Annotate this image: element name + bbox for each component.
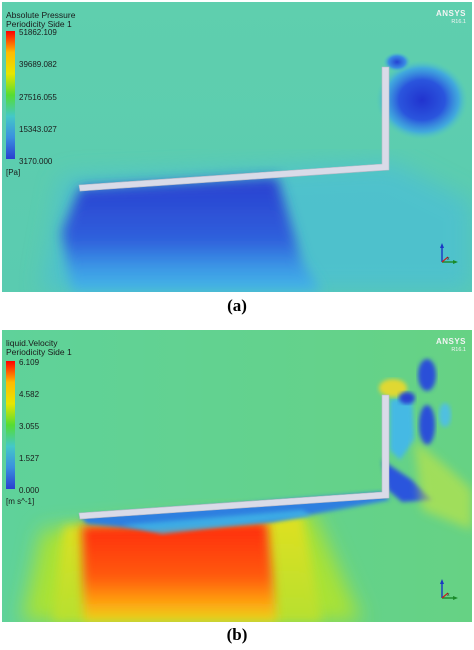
velocity-contour-panel: liquid.Velocity Periodicity Side 1 6.109… — [2, 330, 472, 622]
pressure-contour-plot — [2, 2, 472, 292]
legend-tick-min: 3170.000 — [19, 157, 53, 166]
legend-variable-title: liquid.Velocity — [6, 338, 58, 348]
legend-location-title: Periodicity Side 1 — [6, 347, 72, 357]
legend-unit: [m s^-1] — [6, 497, 35, 506]
legend-tick-max: 6.109 — [19, 358, 40, 367]
pressure-color-legend — [6, 31, 15, 159]
pressure-contour-panel: Absolute Pressure Periodicity Side 1 518… — [2, 2, 472, 292]
xyz-axis-triad-icon: x — [440, 243, 458, 264]
velocity-color-legend — [6, 361, 15, 489]
velocity-contour-plot — [2, 330, 472, 622]
legend-tick-1: 1.527 — [19, 454, 40, 463]
legend-tick-max: 51862.109 — [19, 28, 57, 37]
plate-geometry — [78, 66, 390, 192]
legend-variable-title: Absolute Pressure — [6, 10, 76, 20]
svg-text:x: x — [447, 592, 450, 598]
legend-tick-3: 39689.082 — [19, 60, 57, 69]
xyz-axis-triad-icon: x — [440, 579, 458, 600]
legend-tick-min: 0.000 — [19, 486, 40, 495]
legend-unit: [Pa] — [6, 168, 21, 177]
figure-caption-b: (b) — [226, 625, 248, 644]
legend-location-title: Periodicity Side 1 — [6, 19, 72, 29]
legend-tick-3: 4.582 — [19, 390, 40, 399]
ansys-logo: ANSYS R16.1 — [435, 337, 466, 354]
legend-tick-2: 27516.055 — [19, 93, 57, 102]
figure-caption-a: (a) — [227, 296, 247, 315]
plate-geometry — [78, 394, 390, 520]
legend-tick-1: 15343.027 — [19, 125, 57, 134]
svg-text:x: x — [447, 256, 450, 262]
ansys-logo: ANSYS R16.1 — [435, 9, 466, 26]
legend-tick-2: 3.055 — [19, 422, 40, 431]
